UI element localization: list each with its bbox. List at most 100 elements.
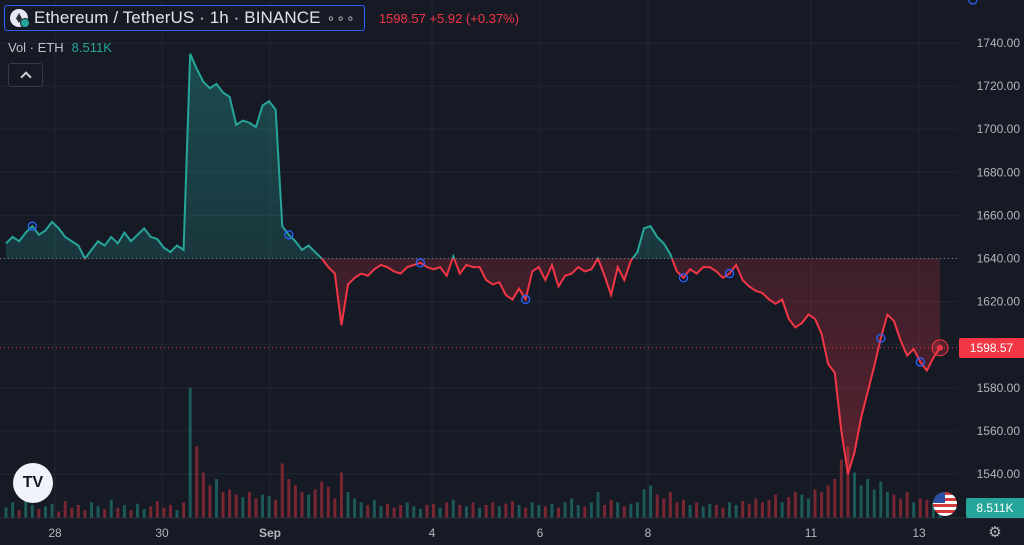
volume-bar xyxy=(70,507,74,518)
volume-bar xyxy=(247,492,251,518)
volume-bar xyxy=(445,502,449,518)
volume-bar xyxy=(563,502,567,518)
volume-bar xyxy=(438,507,442,518)
volume-bar xyxy=(491,502,495,518)
volume-bar xyxy=(846,446,850,518)
volume-bar xyxy=(254,498,258,518)
event-marker xyxy=(520,294,531,305)
price-axis[interactable]: 1540.001560.001580.001600.001620.001640.… xyxy=(977,36,1021,481)
volume-bar xyxy=(681,499,685,518)
volume-bar xyxy=(918,498,922,518)
volume-bar xyxy=(721,507,725,518)
volume-bar xyxy=(30,505,34,518)
volume-bar xyxy=(543,506,547,518)
volume-bar xyxy=(96,506,100,518)
volume-bar xyxy=(63,501,67,518)
volume-bar xyxy=(576,505,580,518)
volume-bar xyxy=(774,494,778,518)
collapse-legend-button[interactable] xyxy=(8,63,43,87)
volume-bar xyxy=(313,489,317,518)
volume-bar xyxy=(4,507,8,518)
volume-bar xyxy=(813,489,817,518)
volume-bar xyxy=(175,510,179,518)
volume-label: Vol · ETH xyxy=(8,40,64,55)
more-options-icon[interactable]: ∘∘∘ xyxy=(326,9,356,26)
baseline-fill-areas xyxy=(6,53,940,474)
volume-bar xyxy=(136,503,140,518)
symbol-title: Ethereum / TetherUS · 1h · BINANCE xyxy=(34,8,321,27)
volume-bar xyxy=(504,503,508,518)
x-tick-label: 4 xyxy=(429,526,436,540)
volume-bar xyxy=(741,501,745,518)
volume-bar xyxy=(484,505,488,518)
volume-bar xyxy=(188,388,192,518)
volume-bar xyxy=(859,485,863,518)
volume-bar xyxy=(83,510,87,518)
volume-bar xyxy=(747,503,751,518)
volume-bar xyxy=(103,508,107,518)
volume-bar xyxy=(346,492,350,518)
tradingview-logo[interactable]: TV xyxy=(13,463,53,503)
volume-bar xyxy=(162,507,166,518)
volume-bar xyxy=(280,463,284,518)
settings-gear-icon[interactable]: ⚙ xyxy=(988,524,1002,541)
ethereum-icon xyxy=(10,9,30,28)
volume-bar xyxy=(425,505,429,518)
x-tick-label: 28 xyxy=(48,526,62,540)
y-tick-label: 1660.00 xyxy=(977,208,1021,222)
up-area-fill xyxy=(6,53,940,259)
volume-bar xyxy=(629,503,633,518)
volume-bar xyxy=(852,472,856,518)
volume-bar xyxy=(524,507,528,518)
volume-bar xyxy=(609,499,613,518)
volume-bar xyxy=(464,506,468,518)
volume-bar xyxy=(359,502,363,518)
volume-bar xyxy=(228,489,232,518)
volume-bar xyxy=(912,502,916,518)
event-marker xyxy=(284,230,294,240)
volume-bar xyxy=(655,494,659,518)
volume-bar xyxy=(885,492,889,518)
volume-bar xyxy=(307,494,311,518)
x-tick-label: 6 xyxy=(537,526,544,540)
volume-bar xyxy=(530,502,534,518)
volume-bar xyxy=(879,481,883,518)
chart-overlay xyxy=(0,0,978,367)
symbol-selector[interactable]: Ethereum / TetherUS · 1h · BINANCE ∘∘∘ xyxy=(4,5,365,31)
price-line xyxy=(5,53,941,475)
volume-bar xyxy=(11,502,15,518)
volume-bar xyxy=(43,506,47,518)
event-marker xyxy=(724,268,735,279)
volume-bar xyxy=(583,506,587,518)
volume-bar xyxy=(767,499,771,518)
volume-bar xyxy=(734,505,738,518)
volume-bar xyxy=(622,506,626,518)
volume-value: 8.511K xyxy=(71,40,112,55)
volume-bar xyxy=(616,502,620,518)
volume-bar xyxy=(122,505,126,518)
x-tick-label: 11 xyxy=(805,526,818,540)
event-marker xyxy=(876,333,886,343)
volume-bar xyxy=(510,501,514,518)
y-tick-label: 1580.00 xyxy=(977,381,1021,395)
volume-bar xyxy=(372,499,376,518)
x-tick-label: Sep xyxy=(259,526,281,540)
event-marker xyxy=(968,0,978,5)
volume-bar xyxy=(557,507,561,518)
volume-bar xyxy=(57,511,61,518)
us-flag-icon[interactable] xyxy=(933,492,957,516)
y-tick-label: 1740.00 xyxy=(977,36,1021,50)
volume-bar xyxy=(379,506,383,518)
volume-bar xyxy=(90,502,94,518)
volume-bar xyxy=(833,479,837,518)
event-marker xyxy=(415,258,426,268)
volume-bars xyxy=(4,388,942,518)
volume-bar xyxy=(287,479,291,518)
volume-bar xyxy=(208,485,212,518)
volume-bar xyxy=(339,472,343,518)
volume-bar xyxy=(129,510,133,518)
event-marker xyxy=(678,273,689,283)
volume-bar xyxy=(221,492,225,518)
time-axis[interactable]: 28 30 Sep 4 6 8 11 13 xyxy=(0,517,1024,540)
